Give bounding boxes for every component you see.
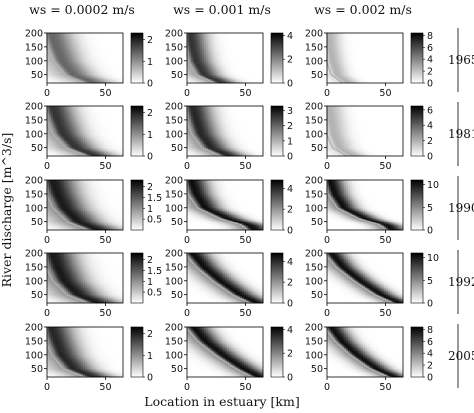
y-axis-label: River discharge [m^3/s] bbox=[0, 133, 14, 288]
y-tick-label: 150 bbox=[25, 42, 43, 53]
row-label-1990: 1990 bbox=[448, 201, 474, 215]
heatmap-cells bbox=[47, 33, 123, 83]
colorbar bbox=[271, 33, 283, 83]
y-tick-label: 150 bbox=[305, 42, 323, 53]
colorbar-tick-label: 4 bbox=[427, 55, 433, 66]
x-tick-label: 50 bbox=[99, 88, 111, 99]
colorbar-tick-label: 2 bbox=[147, 35, 153, 46]
x-axis-label: Location in estuary [km] bbox=[144, 394, 299, 409]
colorbar-tick-label: 2 bbox=[427, 67, 433, 78]
colorbar-tick-label: 2 bbox=[287, 55, 293, 66]
y-tick-label: 200 bbox=[165, 29, 183, 40]
x-tick-label: 0 bbox=[44, 88, 50, 99]
column-title-3: ws = 0.002 m/s bbox=[314, 2, 412, 17]
colorbar-tick-label: 0 bbox=[147, 79, 153, 90]
x-tick-label: 50 bbox=[379, 88, 391, 99]
x-tick-label: 0 bbox=[184, 88, 190, 99]
colorbar-tick-label: 4 bbox=[287, 31, 293, 42]
x-tick-label: 50 bbox=[239, 88, 251, 99]
heatmap-cells bbox=[47, 106, 123, 156]
colorbar-tick-label: 0 bbox=[287, 79, 293, 90]
colorbar-tick-label: 1 bbox=[147, 57, 153, 68]
y-tick-label: 200 bbox=[305, 29, 323, 40]
colorbar bbox=[411, 33, 423, 83]
y-tick-label: 100 bbox=[25, 56, 43, 67]
heatmap-cells bbox=[327, 33, 403, 83]
x-tick-label: 0 bbox=[324, 88, 330, 99]
y-tick-label: 50 bbox=[311, 70, 323, 81]
y-tick-label: 150 bbox=[165, 42, 183, 53]
colorbar-tick-label: 0 bbox=[427, 79, 433, 90]
colorbar bbox=[131, 33, 143, 83]
y-tick-label: 200 bbox=[25, 29, 43, 40]
y-tick-label: 50 bbox=[171, 70, 183, 81]
row-label-1965: 1965 bbox=[448, 53, 474, 67]
colorbar-tick-label: 6 bbox=[427, 43, 433, 54]
column-title-2: ws = 0.001 m/s bbox=[173, 2, 271, 17]
column-title-1: ws = 0.0002 m/s bbox=[29, 2, 135, 17]
y-tick-label: 100 bbox=[305, 56, 323, 67]
y-tick-label: 100 bbox=[165, 56, 183, 67]
colorbar-tick-label: 8 bbox=[427, 31, 433, 42]
y-tick-label: 50 bbox=[31, 70, 43, 81]
